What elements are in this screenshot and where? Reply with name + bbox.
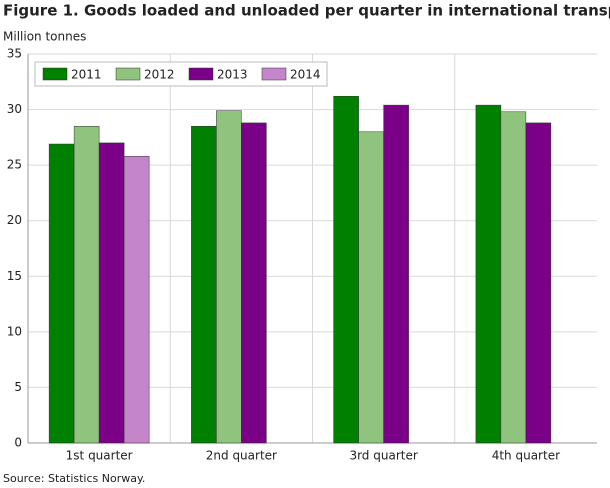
- bar: [73, 125, 100, 444]
- y-tick-label: 35: [7, 47, 22, 61]
- legend-label: 2014: [290, 68, 321, 82]
- legend-label: 2013: [217, 68, 248, 82]
- y-tick-label: 30: [7, 102, 22, 116]
- bar: [241, 122, 267, 444]
- y-tick-label: 0: [14, 436, 22, 450]
- x-tick-label: 4th quarter: [492, 449, 560, 463]
- legend: 2011 2012 2013 2014: [34, 61, 328, 87]
- legend-label: 2012: [144, 68, 175, 82]
- x-tick-label: 3rd quarter: [349, 449, 417, 463]
- y-tick-label: 25: [7, 158, 22, 172]
- legend-swatch: [261, 67, 287, 81]
- bar: [500, 111, 527, 444]
- bar: [48, 143, 75, 444]
- x-tick-label: 1st quarter: [66, 449, 133, 463]
- source: Source: Statistics Norway.: [3, 472, 145, 485]
- legend-swatch: [188, 67, 214, 81]
- legend-swatch: [42, 67, 68, 81]
- bar: [191, 125, 217, 444]
- y-tick-label: 20: [7, 213, 22, 227]
- bar: [216, 110, 242, 444]
- y-tick-label: 10: [7, 324, 22, 338]
- x-tick-label: 2nd quarter: [206, 449, 277, 463]
- y-axis-label: Million tonnes: [3, 30, 86, 44]
- bar: [475, 104, 502, 444]
- y-tick-label: 5: [14, 380, 22, 394]
- chart-title: Figure 1. Goods loaded and unloaded per …: [3, 2, 610, 20]
- legend-swatch: [115, 67, 141, 81]
- legend-label: 2011: [71, 68, 102, 82]
- bar: [358, 131, 384, 444]
- bar: [383, 104, 409, 444]
- bar: [98, 142, 125, 444]
- bar: [333, 95, 359, 444]
- bar: [525, 122, 552, 444]
- y-tick-label: 15: [7, 269, 22, 283]
- bar: [123, 156, 150, 444]
